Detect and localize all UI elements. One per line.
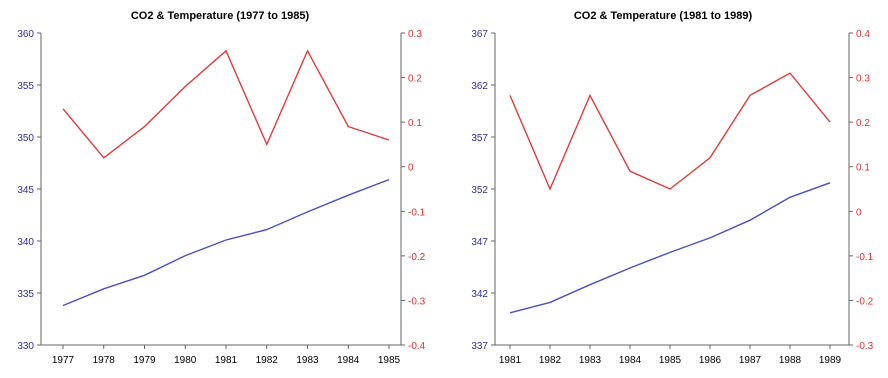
y-left-tick-label: 342 <box>471 289 488 300</box>
x-tick-label: 1979 <box>133 355 156 366</box>
temperature-line <box>509 72 831 191</box>
y-left-tick-label: 345 <box>17 185 34 196</box>
y-left-tick-label: 340 <box>17 237 34 248</box>
y-left-tick-label: 335 <box>17 289 34 300</box>
x-tick-label: 1982 <box>539 355 562 366</box>
y-left-tick-label: 352 <box>471 185 488 196</box>
y-right-tick-label: 0.1 <box>408 118 422 129</box>
y-left-tick-label: 330 <box>17 341 34 352</box>
x-tick-label: 1981 <box>215 355 238 366</box>
y-right-tick-label: 0 <box>856 207 862 218</box>
x-tick-label: 1983 <box>296 355 319 366</box>
y-left-tick-label: 350 <box>17 133 34 144</box>
y-right-tick-label: 0.3 <box>408 29 422 40</box>
co2-line <box>509 182 831 314</box>
x-tick-label: 1981 <box>499 355 522 366</box>
x-tick-label: 1985 <box>378 355 401 366</box>
x-tick-label: 1986 <box>699 355 722 366</box>
y-right-tick-label: -0.1 <box>408 207 426 218</box>
chart-left-svg: CO2 & Temperature (1977 to 1985) 360 355 3… <box>17 10 426 366</box>
x-tick-label: 1980 <box>174 355 197 366</box>
y-right-tick-label: -0.3 <box>408 296 426 307</box>
y-left-tick-label: 367 <box>471 29 488 40</box>
y-right-tick-label: 0.4 <box>856 29 870 40</box>
x-tick-label: 1987 <box>739 355 762 366</box>
x-tick-label: 1985 <box>659 355 682 366</box>
y-right-tick-label: 0.1 <box>856 163 870 174</box>
y-left-tick-label: 355 <box>17 81 34 92</box>
chart-panel-right: CO2 & Temperature (1981 to 1989) 367 362 3… <box>444 0 888 378</box>
x-tick-label: 1982 <box>256 355 279 366</box>
x-tick-label: 1988 <box>779 355 802 366</box>
y-right-tick-label: 0.2 <box>408 74 422 85</box>
x-tick-label: 1977 <box>52 355 75 366</box>
y-right-tick-label: -0.4 <box>408 341 426 352</box>
x-tick-label: 1984 <box>619 355 642 366</box>
y-right-tick-label: -0.3 <box>856 341 874 352</box>
y-right-tick-label: 0.3 <box>856 74 870 85</box>
temperature-line <box>62 49 390 159</box>
y-right-tick-label: -0.1 <box>856 252 874 263</box>
y-left-tick-label: 357 <box>471 133 488 144</box>
chart-right-svg: CO2 & Temperature (1981 to 1989) 367 362 3… <box>471 10 874 366</box>
y-left-tick-label: 337 <box>471 341 488 352</box>
x-tick-label: 1984 <box>337 355 360 366</box>
x-tick-label: 1978 <box>93 355 116 366</box>
y-left-tick-label: 360 <box>17 29 34 40</box>
chart-panel-left: CO2 & Temperature (1977 to 1985) 360 355 3… <box>17 10 426 366</box>
y-right-tick-label: -0.2 <box>856 296 874 307</box>
x-tick-label: 1983 <box>579 355 602 366</box>
y-right-tick-label: 0 <box>408 163 414 174</box>
y-right-tick-label: 0.2 <box>856 118 870 129</box>
x-tick-label: 1989 <box>819 355 842 366</box>
y-right-tick-label: -0.2 <box>408 252 426 263</box>
chart-title: CO2 & Temperature (1977 to 1985) <box>131 10 310 22</box>
chart-title: CO2 & Temperature (1981 to 1989) <box>574 10 753 22</box>
y-left-tick-label: 347 <box>471 237 488 248</box>
co2-line <box>62 178 390 307</box>
y-left-tick-label: 362 <box>471 81 488 92</box>
